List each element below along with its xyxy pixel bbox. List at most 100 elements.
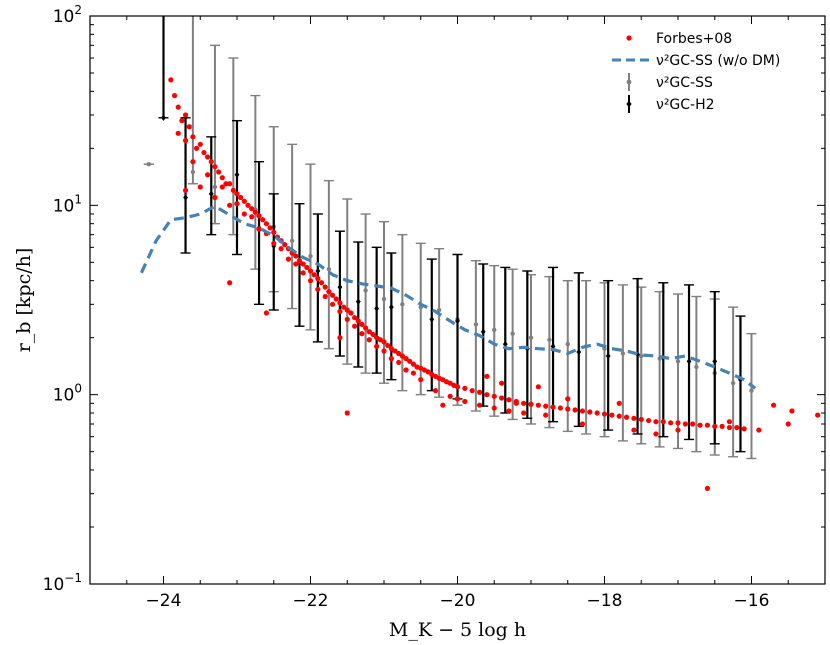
scatter-point-forbes	[245, 202, 251, 208]
errorbar-ss-point	[565, 341, 570, 347]
scatter-point-forbes	[271, 240, 277, 246]
errorbar-h2	[684, 284, 695, 441]
scatter-point-forbes	[263, 310, 269, 316]
scatter-point-forbes	[712, 423, 718, 429]
scatter-point-forbes	[815, 412, 821, 418]
scatter-point-forbes	[359, 331, 365, 337]
scatter-point-forbes	[252, 209, 258, 215]
errorbar-h2-point	[455, 317, 460, 325]
scatter-point-forbes	[462, 398, 468, 405]
scatter-point-forbes	[374, 343, 380, 349]
scatter-point-forbes	[653, 419, 659, 425]
scatter-point-forbes	[623, 414, 630, 420]
scatter-point-forbes	[690, 421, 696, 427]
scatter-point-forbes	[227, 202, 233, 208]
scatter-point-forbes	[499, 380, 505, 386]
y-tick-label: 10−1	[43, 571, 82, 595]
scatter-point-forbes	[418, 377, 424, 383]
scatter-point-forbes	[307, 278, 314, 284]
scatter-point-forbes	[668, 420, 674, 426]
scatter-point-forbes	[359, 321, 365, 328]
legend-marker-h2	[626, 95, 632, 113]
scatter-point-forbes	[484, 392, 490, 398]
scatter-point-forbes	[271, 229, 277, 235]
scatter-point-forbes	[205, 172, 211, 178]
scatter-point-forbes	[432, 388, 439, 394]
errorbar-ss-point	[289, 238, 295, 243]
scatter-point-forbes	[370, 331, 376, 338]
scatter-point-forbes	[296, 258, 303, 264]
scatter-point-forbes	[447, 393, 453, 399]
scatter-point-forbes	[454, 396, 461, 402]
scatter-point-forbes	[638, 416, 644, 423]
scatter-point-forbes	[197, 141, 203, 147]
scatter-point-forbes	[476, 389, 483, 395]
scatter-point-forbes	[227, 280, 233, 286]
errorbar-ss-point	[639, 353, 644, 359]
scatter-point-forbes	[212, 164, 218, 170]
scatter-point-forbes	[311, 272, 317, 278]
scatter-point-forbes	[579, 421, 586, 427]
legend-entry-forbes: Forbes+08	[626, 31, 732, 47]
scatter-point-forbes	[227, 181, 233, 187]
scatter-point-forbes	[403, 356, 409, 362]
errorbar-h2	[232, 119, 242, 256]
legend-label-ss-nodm: ν²GC-SS (w/o DM)	[656, 53, 780, 69]
scatter-point-forbes	[182, 137, 189, 144]
scatter-point-forbes	[396, 359, 402, 366]
errorbar-ss	[379, 220, 389, 384]
scatter-point-forbes	[197, 184, 203, 190]
scatter-point-forbes	[333, 296, 339, 302]
scatter-point-forbes	[469, 388, 475, 394]
scatter-point-forbes	[216, 169, 222, 175]
scatter-point-forbes	[476, 402, 483, 408]
errorbar-h2-point	[355, 298, 361, 305]
scatter-point-forbes	[175, 130, 181, 136]
y-tick-label: 102	[53, 3, 82, 27]
scatter-point-forbes	[741, 426, 747, 432]
scatter-point-forbes	[543, 403, 549, 409]
errorbar-ss-point	[473, 322, 479, 327]
scatter-point-forbes	[340, 304, 347, 310]
scatter-point-forbes	[631, 415, 637, 421]
scatter-point-forbes	[770, 402, 777, 408]
errorbar-h2	[206, 136, 217, 236]
scatter-point-forbes	[499, 395, 505, 401]
scatter-point-forbes	[726, 424, 733, 431]
scatter-point-forbes	[223, 181, 229, 187]
scatter-point-forbes	[267, 225, 273, 231]
scatter-point-forbes	[454, 384, 461, 390]
errorbar-h2-point	[576, 348, 582, 356]
scatter-point-forbes	[521, 410, 527, 416]
errorbar-ss-point	[694, 364, 699, 370]
errorbar-h2-point	[315, 267, 321, 275]
scatter-point-forbes	[521, 400, 527, 406]
scatter-point-forbes	[300, 270, 306, 276]
errorbar-h2-point	[234, 171, 240, 178]
scatter-point-forbes	[484, 373, 490, 379]
legend-label-h2: ν²GC-H2	[656, 97, 715, 113]
y-tick-exponent: 0	[74, 382, 82, 396]
scatter-point-forbes	[337, 300, 343, 306]
x-tick-label: −18	[587, 591, 623, 611]
errorbar-ss	[489, 264, 500, 417]
errorbar-ss-point	[492, 327, 497, 333]
scatter-point-forbes	[318, 280, 325, 286]
scatter-point-forbes	[293, 253, 299, 259]
scatter-point-forbes	[344, 410, 350, 416]
legend-label-forbes: Forbes+08	[656, 31, 732, 47]
scatter-point-forbes	[293, 261, 299, 267]
scatter-point-forbes	[278, 246, 284, 252]
errorbar-ss	[617, 284, 628, 442]
errorbar-h2	[268, 193, 279, 311]
scatter-point-forbes	[208, 159, 214, 165]
errorbar-ss-point	[436, 307, 442, 313]
errorbar-h2	[603, 279, 614, 431]
scatter-point-forbes	[282, 242, 288, 248]
errorbar-ss-point	[528, 335, 534, 340]
scatter-point-forbes	[425, 369, 431, 375]
errorbar-ss-point	[190, 169, 196, 175]
scatter-point-forbes	[322, 284, 328, 290]
scatter-point-forbes	[550, 404, 556, 410]
scatter-point-forbes	[407, 358, 413, 364]
